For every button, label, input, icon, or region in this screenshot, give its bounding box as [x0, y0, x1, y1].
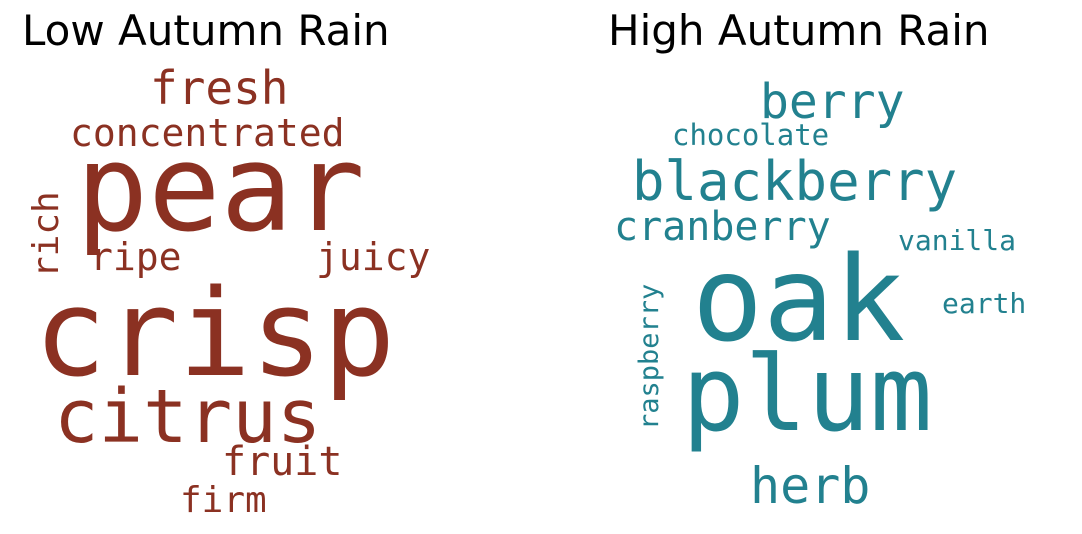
word-crisp: crisp	[34, 265, 395, 404]
word-ripe: ripe	[90, 235, 182, 279]
word-pear: pear	[76, 120, 365, 259]
word-vanilla: vanilla	[898, 224, 1016, 257]
word-blackberry: blackberry	[632, 150, 957, 213]
word-plum: plum	[682, 333, 932, 455]
word-citrus: citrus	[54, 374, 321, 460]
wordcloud-panel-high-autumn-rain: High Autumn Rain oak plum blackberry berry c…	[540, 0, 1082, 534]
word-juicy: juicy	[316, 235, 430, 279]
word-earth: earth	[942, 287, 1026, 320]
wordcloud-panel-low-autumn-rain: Low Autumn Rain pear crisp citrus fresh conc…	[0, 0, 540, 534]
word-chocolate: chocolate	[672, 118, 829, 152]
word-concentrated: concentrated	[70, 111, 345, 155]
word-cranberry: cranberry	[614, 204, 831, 250]
word-fruit: fruit	[222, 439, 342, 485]
word-herb: herb	[750, 457, 870, 515]
word-firm: firm	[180, 480, 267, 521]
word-oak: oak	[692, 230, 905, 368]
chart-title-low-autumn-rain: Low Autumn Rain	[22, 6, 390, 55]
word-fresh: fresh	[150, 61, 288, 115]
word-berry: berry	[760, 74, 905, 130]
word-raspberry: raspberry	[634, 284, 665, 430]
word-rich: rich	[26, 191, 67, 278]
chart-title-high-autumn-rain: High Autumn Rain	[608, 6, 990, 55]
